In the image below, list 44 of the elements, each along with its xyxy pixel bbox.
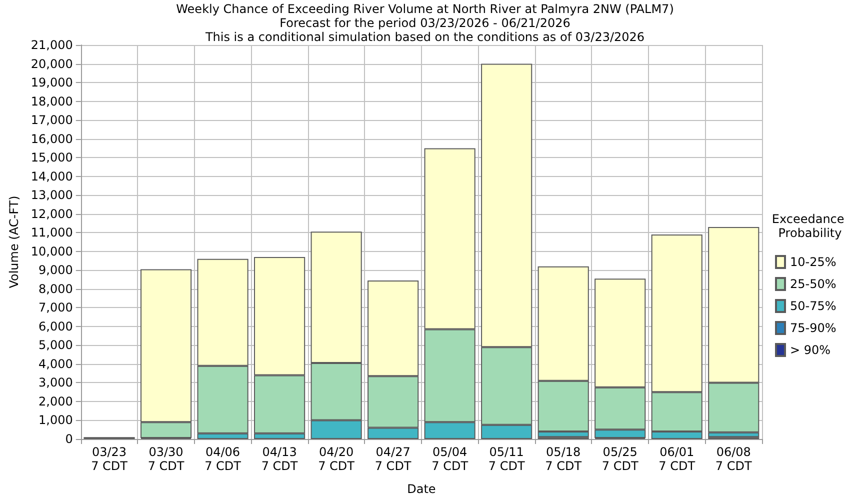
x-tick-label: 04/06 7 CDT <box>204 445 242 473</box>
y-tick-label: 10,000 <box>30 244 73 258</box>
legend-label: 50-75% <box>790 299 836 313</box>
y-tick-label: 18,000 <box>30 94 73 108</box>
x-axis-title: Date <box>407 482 436 496</box>
x-tick-label: 04/20 7 CDT <box>318 445 356 473</box>
x-tick-label: 05/25 7 CDT <box>602 445 639 473</box>
x-tick-label: 06/08 7 CDT <box>715 445 752 473</box>
legend-label: 10-25% <box>790 255 836 269</box>
y-tick-label: 16,000 <box>30 132 73 146</box>
x-tick-label: 03/30 7 CDT <box>148 445 185 473</box>
y-tick-label: 14,000 <box>30 169 73 184</box>
y-tick-label: 11,000 <box>30 226 73 240</box>
x-tick-label: 05/11 7 CDT <box>488 445 526 473</box>
x-tick-label: 04/27 7 CDT <box>374 445 412 473</box>
y-tick-label: 21,000 <box>30 38 73 52</box>
y-tick-label: 7,000 <box>38 300 73 315</box>
x-tick-label: 05/18 7 CDT <box>545 445 582 473</box>
y-tick-label: 5,000 <box>38 338 73 352</box>
x-tick-label: 05/04 7 CDT <box>432 445 469 473</box>
y-tick-label: 12,000 <box>30 206 73 221</box>
chart-subtitle: Forecast for the period 03/23/2026 - 06/21/2026 This is a conditional simulation based on the conditions as of 03/23/2026 <box>204 16 645 44</box>
y-tick-label: 9,000 <box>38 263 73 278</box>
y-tick-label: 17,000 <box>30 113 73 128</box>
y-tick-label: 0 <box>65 432 73 446</box>
legend-label: 75-90% <box>790 321 836 335</box>
legend-label: > 90% <box>790 343 831 357</box>
y-tick-label: 8,000 <box>38 282 73 296</box>
y-tick-label: 15,000 <box>30 150 73 165</box>
x-tick-label: 03/23 7 CDT <box>91 445 128 473</box>
y-tick-label: 20,000 <box>30 56 73 71</box>
y-tick-label: 13,000 <box>30 188 73 202</box>
y-tick-label: 3,000 <box>38 376 73 390</box>
legend-title: Exceedance Probability <box>772 212 848 240</box>
x-tick-label: 04/13 7 CDT <box>261 445 298 473</box>
y-tick-label: 4,000 <box>38 356 73 371</box>
y-tick-label: 1,000 <box>38 413 73 428</box>
y-tick-label: 6,000 <box>38 319 73 334</box>
legend-label: 25-50% <box>790 277 836 291</box>
x-tick-label: 06/01 7 CDT <box>658 445 696 473</box>
chart-title: Weekly Chance of Exceeding River Volume at North River at Palmyra 2NW (PALM7) <box>176 2 674 16</box>
y-tick-label: 2,000 <box>38 394 73 408</box>
y-axis-title: Volume (AC-FT) <box>7 196 21 288</box>
y-tick-label: 19,000 <box>30 76 73 90</box>
